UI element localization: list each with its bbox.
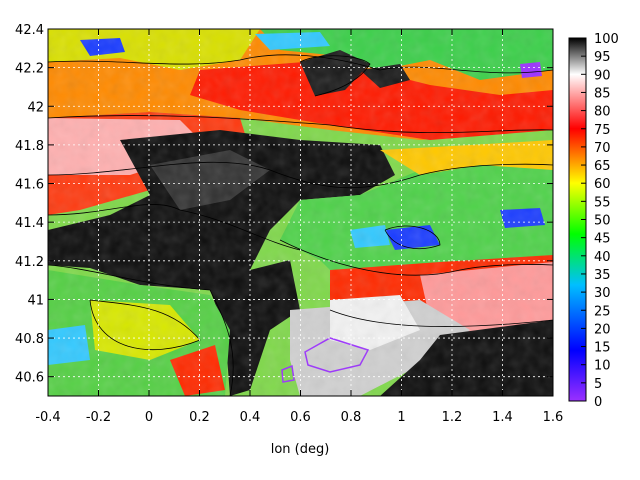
y-tick-label: 41.4: [15, 216, 44, 231]
x-tick-label: 0.8: [341, 410, 362, 425]
x-tick-label: 1.2: [442, 410, 463, 425]
colorbar-tick-label: 85: [594, 86, 611, 101]
colorbar-tick-label: 90: [594, 68, 611, 83]
colorbar-tick-label: 70: [594, 141, 611, 156]
x-tick-label: 1.6: [543, 410, 564, 425]
y-tick-label: 42.2: [15, 62, 44, 77]
colorbar-tick-label: 50: [594, 214, 611, 229]
y-tick-label: 40.8: [15, 332, 44, 347]
x-tick-label: 0: [145, 410, 153, 425]
y-tick-label: 41.2: [15, 255, 44, 270]
x-axis-label: lon (deg): [271, 442, 330, 457]
colorbar-tick-label: 40: [594, 250, 611, 265]
x-tick-label: -0.2: [86, 410, 111, 425]
grid-lines: [48, 29, 553, 396]
y-tick-label: 41.8: [15, 139, 44, 154]
x-tick-label: -0.4: [35, 410, 60, 425]
colorbar-tick-label: 0: [594, 395, 602, 410]
colorbar-tick-label: 45: [594, 232, 611, 247]
contour-lines: [48, 54, 553, 396]
x-tick-label: 0.4: [240, 410, 261, 425]
colorbar-tick-label: 80: [594, 105, 611, 120]
colorbar-tick-label: 60: [594, 177, 611, 192]
colorbar-tick-label: 20: [594, 322, 611, 337]
colorbar-tick-label: 35: [594, 268, 611, 283]
x-tick-label: 0.2: [189, 410, 210, 425]
y-tick-label: 41: [27, 293, 44, 308]
y-axis: 40.6 40.8 41 41.2 41.4 41.6 41.8 42 42.2 42.4: [15, 23, 553, 386]
colorbar-tick-label: 100: [594, 32, 619, 47]
x-tick-label: 0.6: [290, 410, 311, 425]
colorbar-tick-label: 75: [594, 123, 611, 138]
x-axis: -0.4 -0.2 0 0.2 0.4 0.6 0.8 1 1.2 1.4 1.6: [35, 29, 563, 425]
colorbar-tick-label: 10: [594, 359, 611, 374]
y-tick-label: 41.6: [15, 178, 44, 193]
colorbar-tick-label: 30: [594, 286, 611, 301]
colorbar-ticks: 0 5 10 15 20 25 30 35 40 45 50 55 60 65 70 75 80 85 90 95 10…: [581, 32, 619, 410]
x-tick-label: 1.4: [492, 410, 513, 425]
y-tick-label: 42: [27, 100, 44, 115]
x-tick-label: 1: [397, 410, 405, 425]
y-tick-label: 42.4: [15, 23, 44, 38]
colorbar-tick-label: 55: [594, 195, 611, 210]
colorbar-tick-label: 95: [594, 50, 611, 65]
colorbar-tick-label: 5: [594, 377, 602, 392]
colorbar-tick-label: 15: [594, 341, 611, 356]
colorbar-tick-label: 65: [594, 159, 611, 174]
colorbar-tick-label: 25: [594, 304, 611, 319]
heatmap-plot-area: [48, 29, 553, 396]
heatmap-field: [48, 29, 553, 396]
y-tick-label: 40.6: [15, 371, 44, 386]
